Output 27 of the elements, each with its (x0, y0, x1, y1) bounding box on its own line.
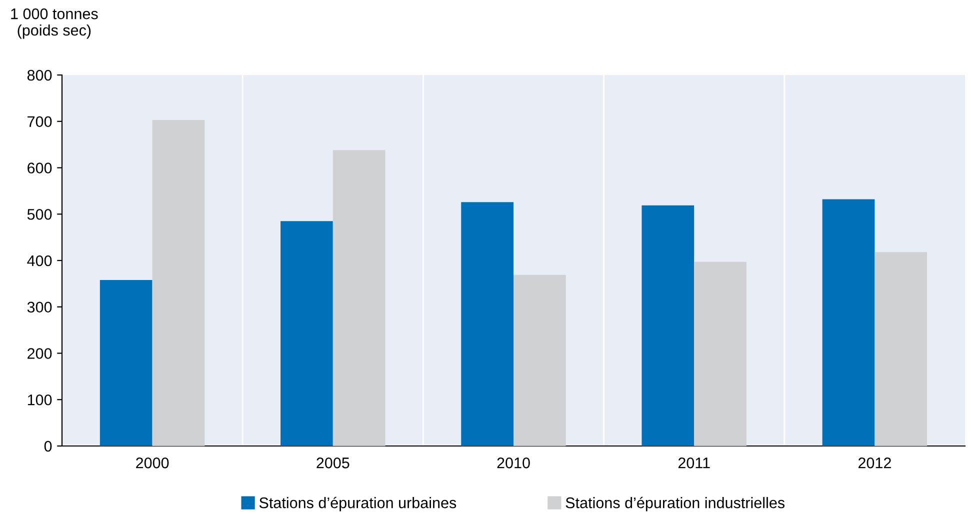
x-tick-label: 2011 (678, 458, 710, 468)
y-tick-label: 200 (28, 348, 52, 359)
bar (514, 274, 566, 446)
y-tick-label: 800 (27, 70, 52, 81)
y-tick-label: 400 (27, 255, 52, 266)
bar (332, 150, 386, 446)
y-tick-label: 700 (28, 116, 52, 128)
x-tick-label: 2005 (316, 458, 350, 468)
y-tick-label: 0 (44, 440, 52, 452)
bar (694, 262, 746, 446)
legend-label: Stations d’épuration urbaines (259, 496, 456, 512)
x-tick-label: 2010 (497, 458, 530, 468)
bar (461, 202, 514, 446)
y-tick-label: 600 (28, 162, 52, 174)
bar (152, 120, 205, 446)
y-tick-label: 300 (27, 302, 52, 313)
y-tick-label: 100 (28, 394, 52, 406)
bar (280, 221, 333, 446)
bar (642, 205, 694, 446)
y-axis-title: 1 000 tonnes (poids sec) (11, 8, 98, 39)
bar (874, 252, 928, 446)
bar (822, 199, 875, 446)
legend-label: Stations d’épuration industrielles (566, 496, 785, 512)
bar (100, 280, 152, 446)
x-tick-label: 2000 (136, 458, 169, 468)
x-tick-label: 2012 (858, 458, 891, 468)
y-tick-label: 500 (27, 208, 52, 220)
